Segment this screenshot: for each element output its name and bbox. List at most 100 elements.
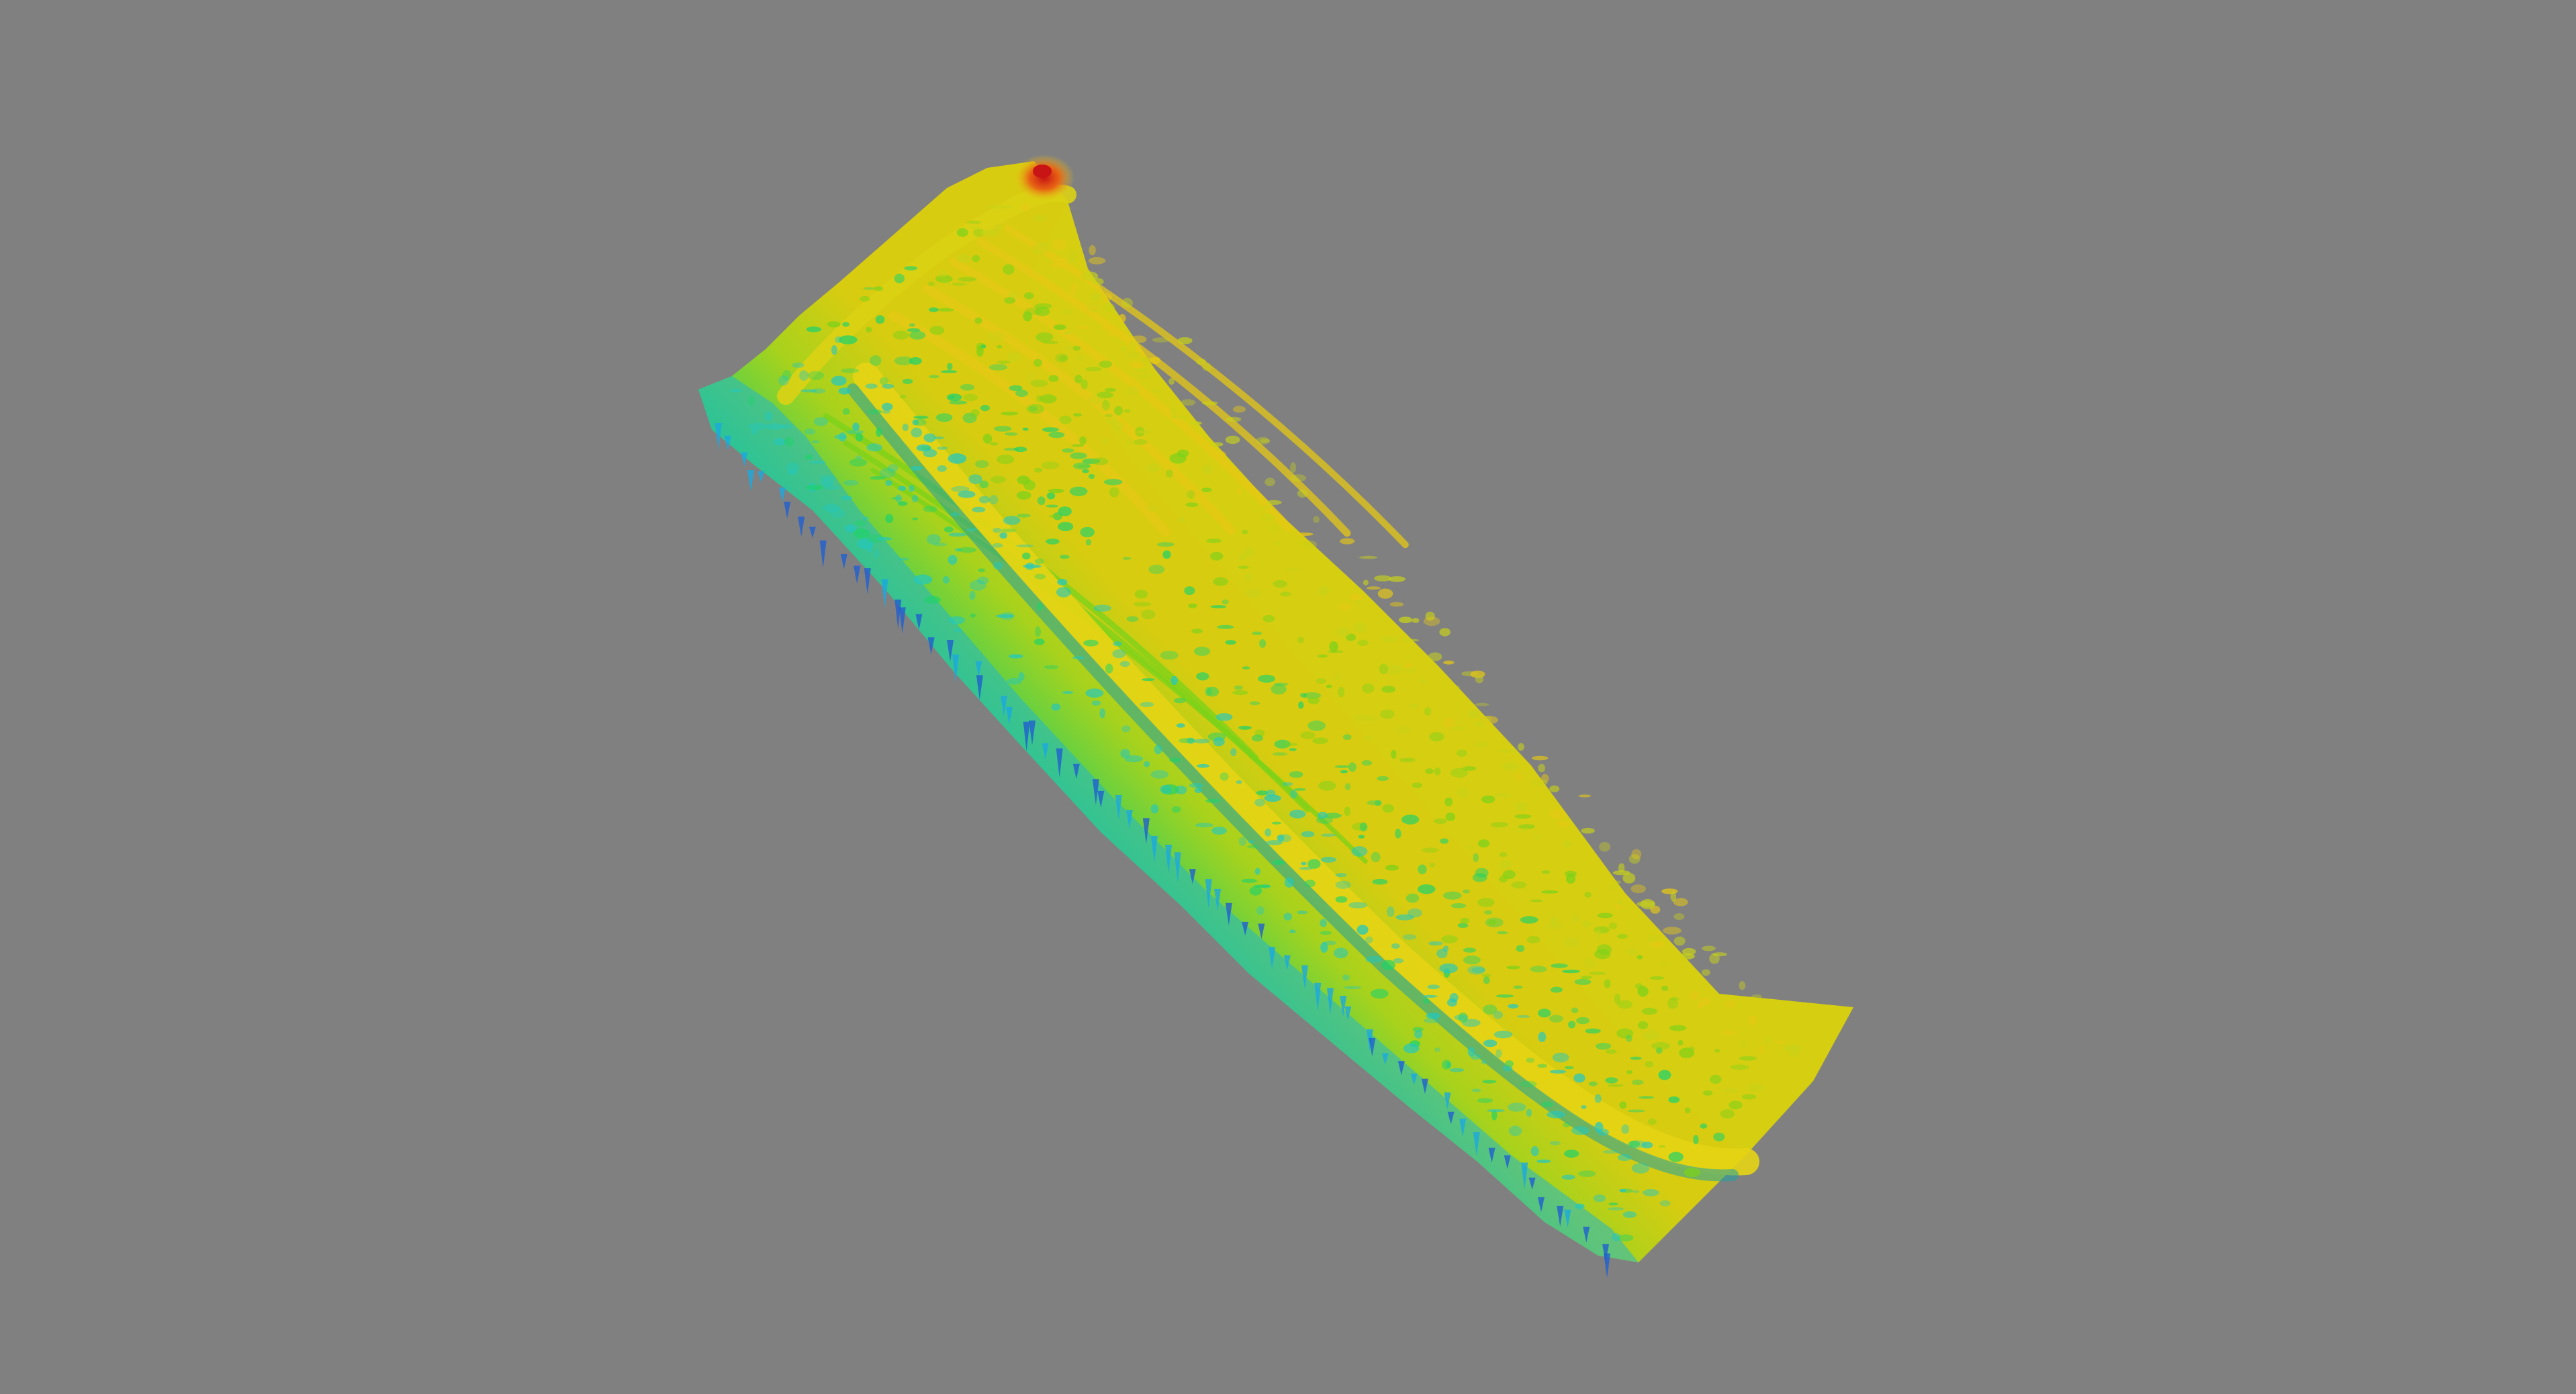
surface-bump [1739, 1056, 1757, 1061]
edge-spike [1421, 1078, 1428, 1095]
surface-bump [1072, 345, 1081, 351]
surface-bump [885, 514, 894, 523]
surface-bump [1358, 835, 1365, 839]
surface-bump [1209, 551, 1224, 561]
surface-bump [862, 516, 870, 520]
surface-bump [974, 317, 982, 324]
surface-bump [1088, 473, 1095, 479]
edge-spike [1397, 1061, 1405, 1076]
surface-bump [1658, 1070, 1671, 1080]
surface-bump [1593, 1194, 1606, 1203]
surface-bump [1409, 703, 1419, 708]
surface-bump [1093, 604, 1111, 612]
surface-bump [1710, 1074, 1722, 1084]
surface-bump [819, 475, 836, 480]
surface-bump [1083, 639, 1099, 647]
surface-bump [1594, 929, 1602, 940]
surface-bump [1467, 710, 1479, 718]
surface-bump [1196, 672, 1209, 681]
surface-bump [1463, 956, 1481, 965]
surface-bump [911, 427, 922, 438]
surface-bump [804, 428, 816, 435]
edge-spike [809, 526, 816, 539]
surface-bump [1059, 415, 1072, 424]
surface-bump [1232, 690, 1248, 696]
surface-bump [1537, 1064, 1547, 1068]
surface-bump [1514, 829, 1528, 833]
surface-bump [1604, 979, 1611, 988]
surface-bump [1060, 310, 1074, 314]
surface-bump [1637, 955, 1643, 960]
surface-bump [1026, 404, 1045, 414]
surface-bump [1596, 944, 1612, 955]
surface-bump [1363, 736, 1373, 740]
surface-bump [897, 501, 908, 506]
edge-spike [1326, 988, 1334, 1015]
surface-bump [1725, 1000, 1736, 1008]
surface-bump [1003, 516, 1021, 525]
surface-bump [1568, 1021, 1576, 1029]
surface-bump [927, 281, 935, 287]
surface-bump [1490, 822, 1509, 828]
surface-bump [1436, 948, 1448, 958]
surface-bump [1349, 594, 1363, 601]
surface-bump [1294, 788, 1306, 791]
edge-spike [864, 568, 871, 595]
surface-bump [1584, 892, 1592, 898]
surface-bump [933, 436, 944, 440]
surface-bump [913, 416, 929, 419]
edge-spike [1301, 965, 1308, 990]
surface-bump [1471, 1088, 1481, 1093]
surface-bump [894, 273, 905, 283]
surface-bump [970, 613, 976, 618]
surface-bump [1238, 565, 1249, 569]
surface-bump [946, 393, 962, 402]
surface-bump [1099, 293, 1112, 302]
surface-bump [1014, 447, 1027, 453]
surface-bump [1434, 1048, 1440, 1052]
surface-bump [1477, 898, 1495, 907]
surface-bump [895, 494, 903, 503]
surface-bump [1473, 853, 1479, 863]
edge-spike [1521, 1162, 1528, 1190]
surface-bump [1057, 579, 1068, 586]
surface-bump [1048, 432, 1065, 438]
surface-bump [1571, 1007, 1579, 1013]
surface-bump [949, 400, 968, 405]
surface-bump [1627, 1109, 1646, 1113]
surface-bump [1335, 896, 1348, 903]
surface-bump [1082, 469, 1089, 473]
edge-spike [1029, 721, 1036, 745]
surface-bump [1599, 841, 1611, 852]
surface-bump [1329, 641, 1338, 652]
surface-bump [942, 576, 950, 584]
surface-bump [1538, 1009, 1551, 1018]
surface-bump [1274, 739, 1291, 749]
edge-spike [1023, 721, 1030, 751]
edge-spike [952, 654, 960, 684]
surface-bump [937, 308, 954, 312]
surface-bump [1236, 780, 1242, 784]
surface-bump [1201, 401, 1218, 406]
surface-bump [1493, 1011, 1504, 1019]
surface-bump [867, 409, 882, 414]
surface-bump [1079, 436, 1087, 445]
surface-bump [1080, 526, 1095, 538]
surface-bump [1346, 633, 1356, 641]
surface-bump [1238, 837, 1247, 846]
surface-bump [1036, 332, 1054, 342]
surface-bump [1626, 1070, 1632, 1074]
edge-spike [1340, 996, 1347, 1017]
surface-bump [1479, 716, 1491, 724]
surface-mesh[interactable] [698, 154, 1853, 1279]
surface-bump [1251, 735, 1263, 742]
surface-bump [1651, 1042, 1671, 1050]
surface-bump [1070, 286, 1076, 296]
surface-bump [1334, 947, 1348, 959]
surface-bump [1202, 363, 1211, 371]
surface-bump [1284, 567, 1300, 571]
surface-bump [1072, 413, 1083, 417]
surface-bump [1420, 678, 1427, 684]
